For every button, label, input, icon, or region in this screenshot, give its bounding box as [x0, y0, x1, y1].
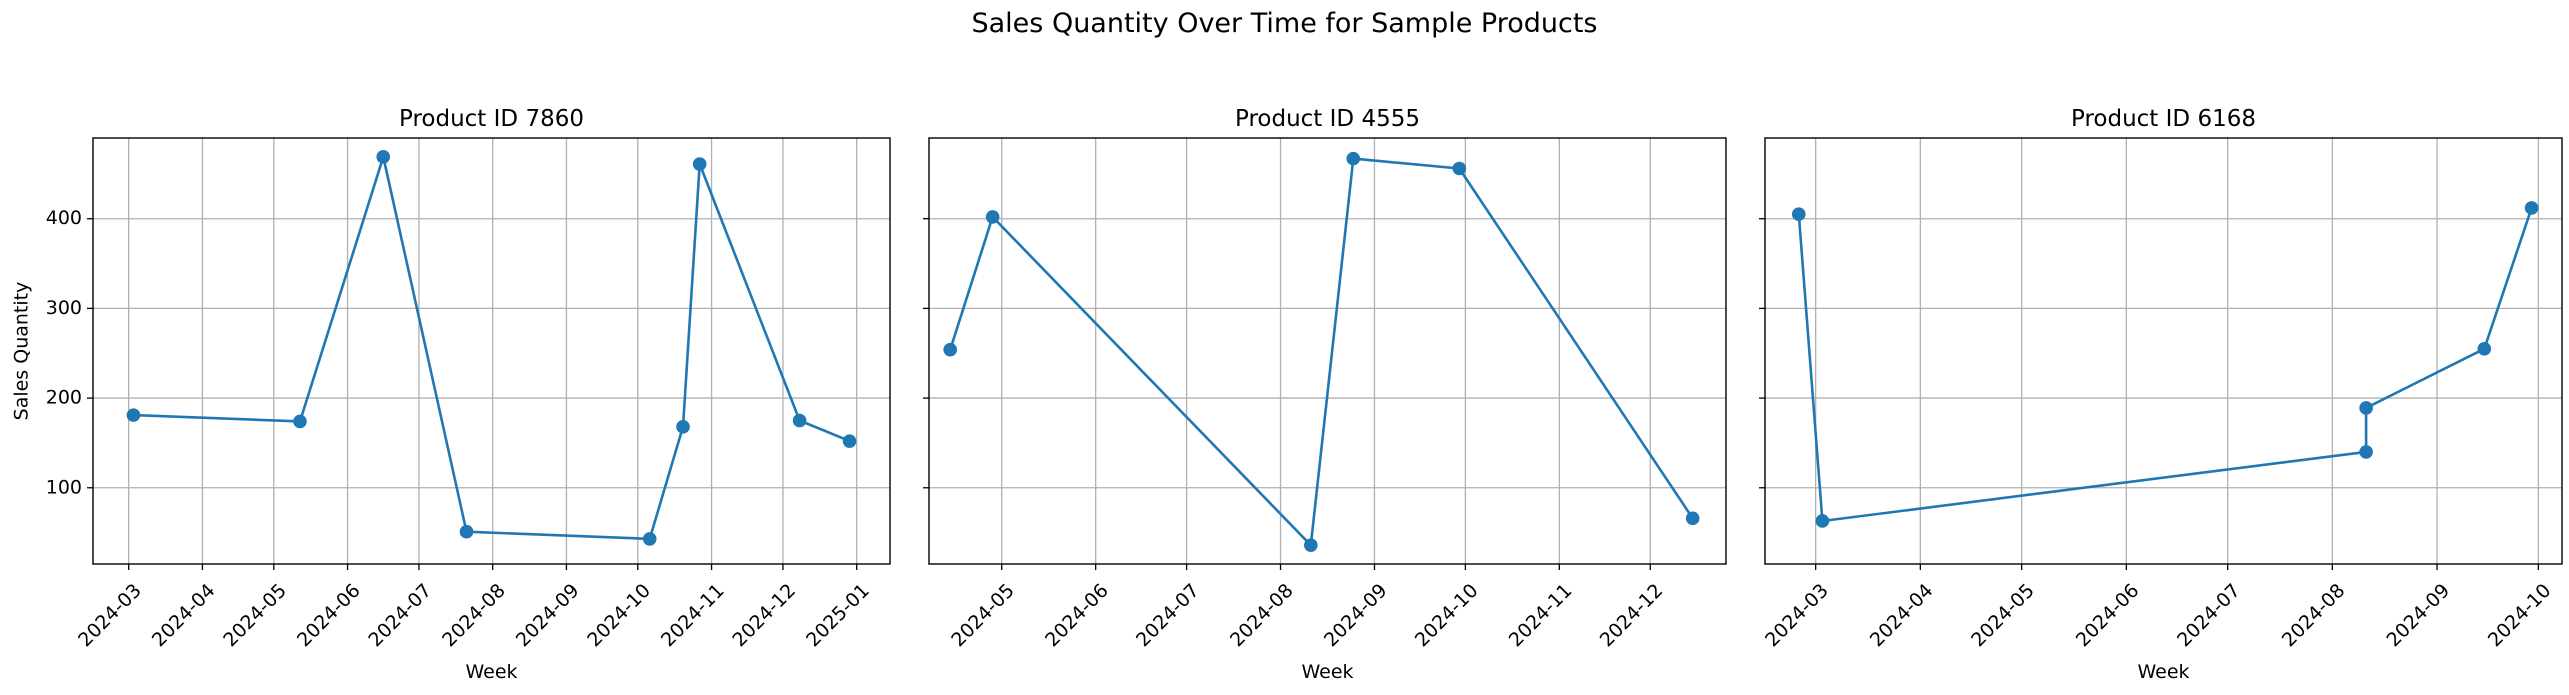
x-axis-label: Week — [1301, 661, 1353, 683]
x-tick-label: 2024-10 — [2484, 580, 2556, 652]
x-tick-label: 2024-08 — [2278, 580, 2350, 652]
y-tick-label: 100 — [46, 476, 82, 498]
x-tick-label: 2024-06 — [1041, 580, 1113, 652]
series-line — [133, 155, 851, 541]
x-tick-label: 2024-07 — [2173, 580, 2245, 652]
data-point — [1452, 161, 1467, 176]
x-tick-label: 2024-05 — [947, 580, 1019, 652]
data-point — [676, 419, 690, 434]
x-tick-label: 2024-09 — [2383, 580, 2455, 652]
data-point — [2359, 445, 2373, 459]
data-point — [376, 150, 391, 164]
figure-title: Sales Quantity Over Time for Sample Prod… — [971, 8, 1598, 39]
data-point — [642, 532, 657, 546]
x-tick-label: 2024-06 — [293, 580, 365, 652]
data-point — [459, 524, 474, 539]
x-tick-label: 2024-07 — [364, 580, 436, 652]
data-point — [985, 210, 1000, 224]
x-tick-label: 2024-06 — [2072, 580, 2144, 652]
x-axis-label: Week — [2137, 661, 2189, 683]
data-point — [692, 157, 707, 171]
x-tick-label: 2025-01 — [802, 580, 874, 652]
data-point — [842, 434, 857, 448]
data-point — [792, 413, 807, 428]
x-tick-label: 2024-08 — [1226, 580, 1298, 652]
x-tick-label: 2024-07 — [1132, 580, 1204, 652]
y-tick-label: 400 — [46, 207, 82, 229]
data-point — [1791, 207, 1806, 222]
x-tick-label: 2024-05 — [1967, 580, 2039, 652]
x-tick-label: 2024-12 — [728, 580, 800, 652]
data-point — [2477, 341, 2492, 356]
subplot-title: Product ID 7860 — [399, 106, 584, 132]
x-tick-label: 2024-10 — [1411, 580, 1483, 652]
plot-frame — [928, 137, 1727, 565]
x-axis-label: Week — [465, 661, 517, 683]
x-tick-label: 2024-03 — [74, 580, 146, 652]
x-tick-label: 2024-04 — [148, 580, 220, 652]
data-point — [1304, 538, 1318, 552]
data-point — [1815, 514, 1830, 528]
x-tick-label: 2024-09 — [512, 580, 584, 652]
data-point — [943, 342, 958, 357]
y-tick-label: 300 — [46, 297, 82, 319]
subplot-title: Product ID 6168 — [2071, 106, 2256, 132]
series-line — [1797, 207, 2533, 523]
x-tick-label: 2024-03 — [1761, 580, 1833, 652]
x-tick-label: 2024-05 — [219, 580, 291, 652]
y-axis-label: Sales Quantity — [11, 282, 33, 421]
data-point — [1685, 511, 1700, 526]
series-line — [948, 157, 1694, 547]
data-point — [293, 414, 307, 429]
x-tick-label: 2024-10 — [583, 580, 655, 652]
x-tick-label: 2024-09 — [1320, 580, 1392, 652]
x-tick-label: 2024-04 — [1866, 580, 1938, 652]
x-tick-label: 2024-11 — [1505, 580, 1577, 652]
x-tick-label: 2024-12 — [1596, 580, 1668, 652]
plot-frame — [1764, 137, 2563, 565]
data-point — [1346, 151, 1361, 166]
plot-frame — [92, 137, 891, 565]
data-point — [2524, 201, 2539, 215]
subplot-title: Product ID 4555 — [1235, 106, 1420, 132]
data-point — [126, 408, 141, 422]
y-tick-label: 200 — [46, 387, 82, 409]
x-tick-label: 2024-11 — [657, 580, 729, 652]
x-tick-label: 2024-08 — [438, 580, 510, 652]
data-point — [2359, 401, 2373, 415]
